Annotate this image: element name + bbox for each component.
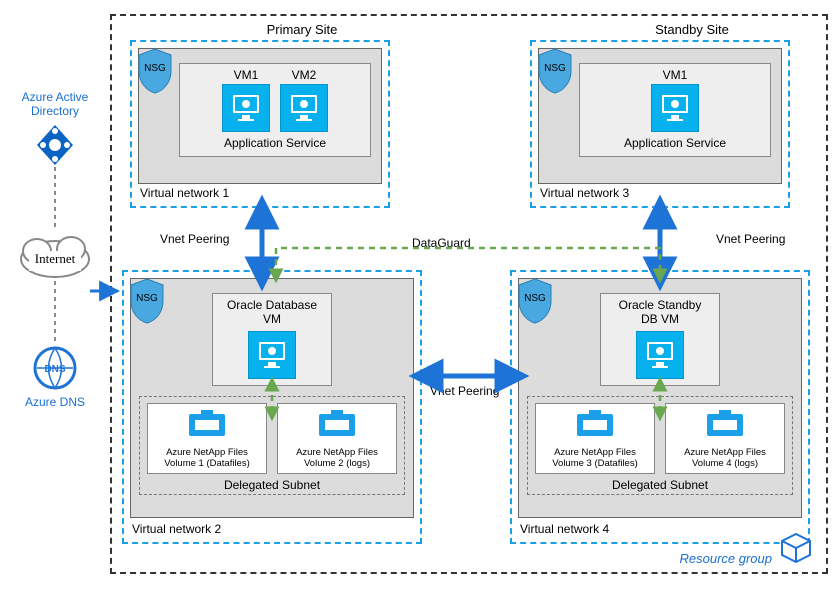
vm-icon bbox=[651, 84, 699, 132]
vm-icon bbox=[636, 331, 684, 379]
nsg-shield-icon: NSG bbox=[515, 277, 555, 325]
netapp-volume: Azure NetApp Files Volume 4 (logs) bbox=[665, 403, 785, 474]
vnet1-box: NSG VM1 VM2 bbox=[130, 40, 390, 208]
vm-icon bbox=[248, 331, 296, 379]
nsg-shield-icon: NSG bbox=[535, 47, 575, 95]
vnet4-box: NSG Oracle Standby DB VM Azure NetApp Fi… bbox=[510, 270, 810, 544]
vm1-standby: VM1 bbox=[651, 68, 699, 132]
primary-site-title: Primary Site bbox=[202, 22, 402, 37]
vm2: VM2 bbox=[280, 68, 328, 132]
nsg-label: NSG bbox=[515, 293, 555, 304]
oracle-standby-db-box: Oracle Standby DB VM bbox=[600, 293, 720, 386]
resource-group-box: Primary Site Standby Site NSG VM1 bbox=[110, 14, 828, 574]
azure-ad-label: Azure Active Directory bbox=[10, 90, 100, 119]
vnet2-label: Virtual network 2 bbox=[132, 522, 221, 536]
vnet4-label: Virtual network 4 bbox=[520, 522, 609, 536]
nsg-label: NSG bbox=[135, 63, 175, 74]
nsg-label: NSG bbox=[535, 63, 575, 74]
nsg-label: NSG bbox=[127, 293, 167, 304]
external-services: Azure Active Directory Internet DNS bbox=[10, 90, 100, 409]
vnet3-box: NSG VM1 Application Service Virtual netw… bbox=[530, 40, 790, 208]
dataguard-label: DataGuard bbox=[412, 236, 471, 250]
app-service-label: Application Service bbox=[186, 136, 364, 150]
app-service-label: Application Service bbox=[586, 136, 764, 150]
vm-icon bbox=[222, 84, 270, 132]
vm-row: VM1 bbox=[586, 68, 764, 132]
internet-label: Internet bbox=[35, 251, 76, 266]
delegated-label: Delegated Subnet bbox=[532, 478, 788, 492]
standby-site-title: Standby Site bbox=[592, 22, 792, 37]
vnet-peering-label: Vnet Peering bbox=[160, 232, 229, 246]
resource-group-label: Resource group bbox=[680, 551, 773, 566]
storage-icon bbox=[575, 408, 615, 440]
delegated-subnet-box: Azure NetApp Files Volume 3 (Datafiles) … bbox=[527, 396, 793, 495]
nsg-shield-icon: NSG bbox=[127, 277, 167, 325]
vm-row: VM1 VM2 bbox=[186, 68, 364, 132]
netapp-volume: Azure NetApp Files Volume 3 (Datafiles) bbox=[535, 403, 655, 474]
vm1: VM1 bbox=[222, 68, 270, 132]
dashed-connector-icon bbox=[51, 167, 59, 231]
netapp-volume: Azure NetApp Files Volume 2 (logs) bbox=[277, 403, 397, 474]
vnet1-label: Virtual network 1 bbox=[140, 186, 229, 200]
azure-dns-label: Azure DNS bbox=[25, 395, 85, 409]
delegated-subnet-box: Azure NetApp Files Volume 1 (Datafiles) … bbox=[139, 396, 405, 495]
delegated-label: Delegated Subnet bbox=[144, 478, 400, 492]
vnet2-box: NSG Oracle Database VM Azure NetApp File… bbox=[122, 270, 422, 544]
oracle-db-title: Oracle Database VM bbox=[221, 298, 323, 327]
dashed-connector-icon bbox=[51, 281, 59, 345]
resource-group-icon bbox=[778, 530, 814, 566]
svg-text:DNS: DNS bbox=[44, 364, 65, 375]
storage-icon bbox=[317, 408, 357, 440]
storage-icon bbox=[187, 408, 227, 440]
netapp-volume: Azure NetApp Files Volume 1 (Datafiles) bbox=[147, 403, 267, 474]
internet-cloud-icon: Internet bbox=[15, 231, 95, 281]
vnet3-label: Virtual network 3 bbox=[540, 186, 629, 200]
oracle-standby-db-title: Oracle Standby DB VM bbox=[609, 298, 711, 327]
storage-icon bbox=[705, 408, 745, 440]
vm-icon bbox=[280, 84, 328, 132]
oracle-db-box: Oracle Database VM bbox=[212, 293, 332, 386]
azure-dns-icon: DNS bbox=[32, 345, 78, 391]
nsg-shield-icon: NSG bbox=[135, 47, 175, 95]
vnet-peering-label: Vnet Peering bbox=[430, 384, 499, 398]
vnet-peering-label: Vnet Peering bbox=[716, 232, 785, 246]
azure-ad-icon bbox=[33, 123, 77, 167]
